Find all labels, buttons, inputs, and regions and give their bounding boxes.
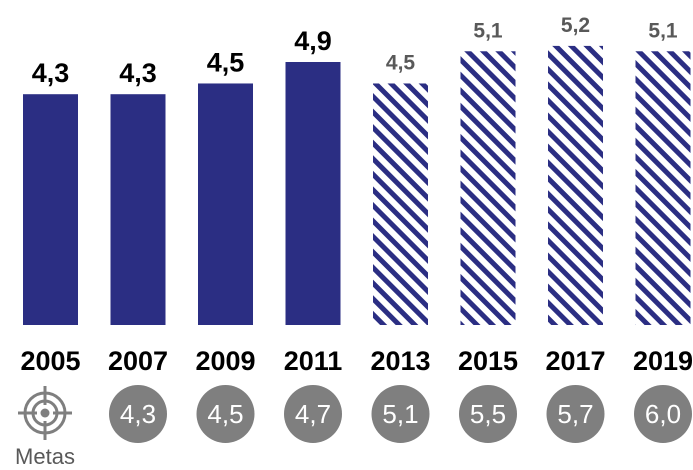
goals-group: 4,3 4,5 4,7 5,1 5,5 5,7 6,0 [109,385,692,443]
bar-2015 [460,51,516,325]
value-label-2019: 5,1 [648,19,678,42]
value-label-2017: 5,2 [561,14,590,37]
bar-2011 [285,62,341,325]
goal-value: 4,7 [295,399,331,429]
value-labels-group: 4,3 4,3 4,5 4,9 4,5 5,1 5,2 5,1 [32,14,678,88]
goal-badge: 5,1 [371,385,430,443]
value-label-2005: 4,3 [32,58,70,88]
bar-2007 [110,94,166,326]
year-label-2009: 2009 [195,346,255,376]
goal-circle [196,385,255,443]
year-label-2007: 2007 [108,346,168,376]
bar-2013 [373,83,428,325]
year-label-2019: 2019 [633,346,693,376]
goal-badge: 6,0 [634,385,692,443]
goal-badge: 4,3 [109,385,167,443]
bar-2019 [635,51,691,325]
year-label-2011: 2011 [284,346,343,376]
value-label-2015: 5,1 [473,19,503,42]
metas-label: Metas [15,444,75,469]
value-label-2011: 4,9 [294,26,332,56]
year-label-2015: 2015 [458,346,518,376]
value-label-2013: 4,5 [386,51,416,74]
goal-badge: 5,5 [459,385,517,443]
goal-value: 5,1 [382,399,418,429]
goal-circle [459,385,517,443]
goal-value: 5,5 [470,399,506,429]
goal-circle [546,385,605,443]
goal-value: 4,5 [207,399,243,429]
goal-badge: 4,5 [196,385,255,443]
goal-circle [371,385,430,443]
goal-badge: 4,7 [284,385,342,443]
year-label-2005: 2005 [20,346,80,376]
bars-group [23,45,691,326]
goal-value: 4,3 [120,399,156,429]
year-label-2017: 2017 [545,346,605,376]
year-labels-group: 2005 2007 2009 2011 2013 2015 2017 2019 [20,346,693,376]
goal-badge: 5,7 [546,385,605,443]
bar-2005 [23,94,78,326]
goal-value: 5,7 [557,399,593,429]
goal-circle [109,385,167,443]
year-label-2013: 2013 [370,346,430,376]
bar-2017 [548,45,603,326]
bar-2009 [198,83,253,325]
value-label-2007: 4,3 [119,58,157,88]
value-label-2009: 4,5 [207,47,245,77]
goal-circle [634,385,692,443]
goal-circle [284,385,342,443]
target-icon [18,386,72,440]
goal-value: 6,0 [645,399,681,429]
